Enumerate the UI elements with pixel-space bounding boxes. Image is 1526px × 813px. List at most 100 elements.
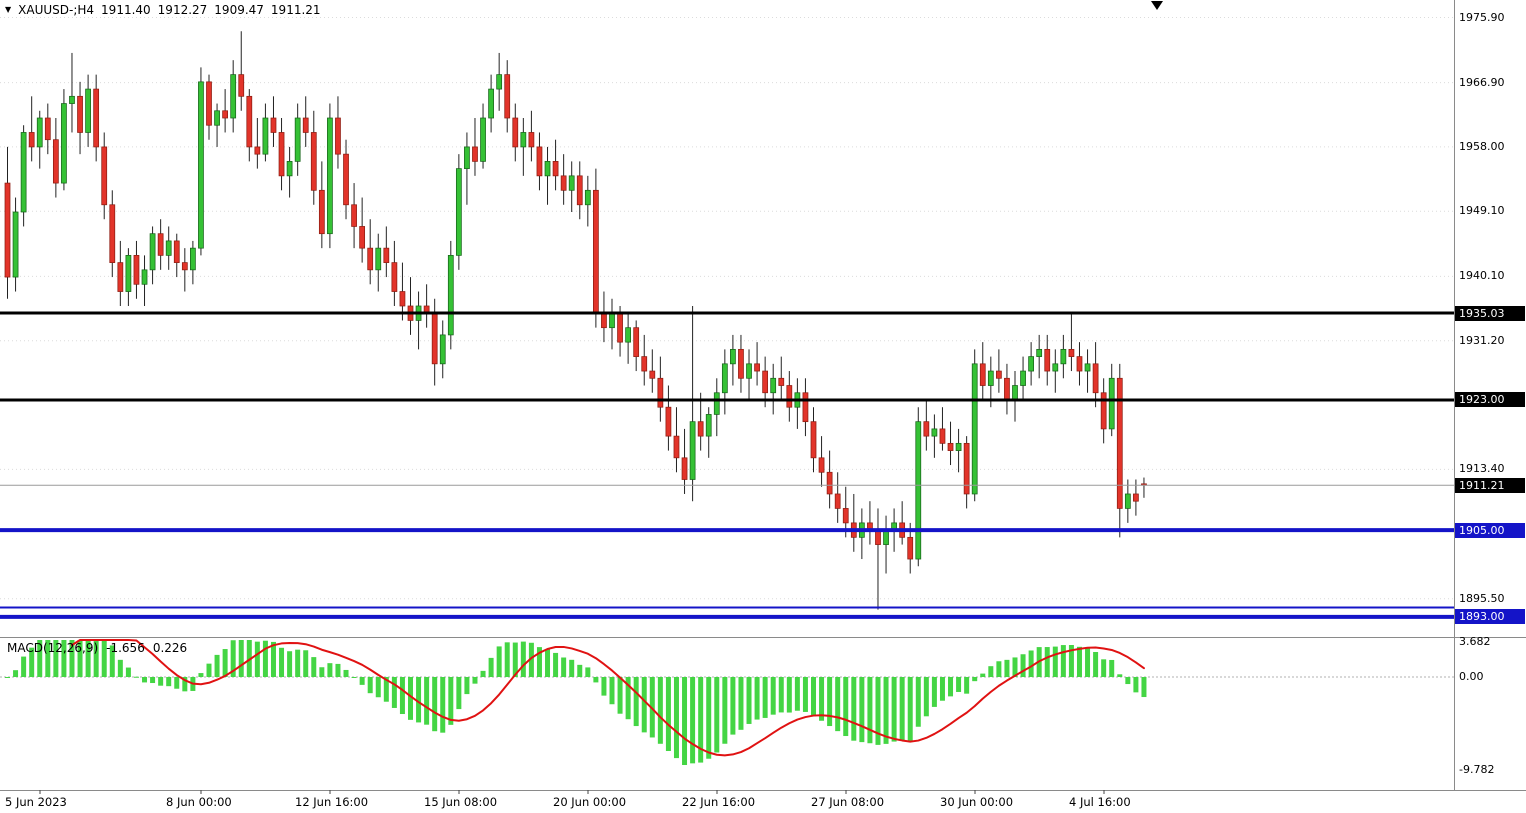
macd-indicator-label: MACD(12,26,9) -1.656 0.226 — [7, 641, 187, 655]
candle-body — [536, 146, 543, 177]
price-axis-label: 1975.90 — [1459, 10, 1505, 24]
candle-body — [802, 392, 809, 423]
candle-body — [77, 95, 83, 133]
candle-body — [1036, 348, 1043, 357]
candle-body — [1100, 392, 1107, 430]
macd-histogram-bar — [1101, 659, 1107, 677]
candle-body — [101, 146, 108, 206]
support-badge-1893: 1893.00 — [1455, 609, 1525, 625]
macd-histogram-bar — [673, 677, 679, 759]
macd-histogram-bar — [690, 677, 696, 764]
candle-body — [1020, 370, 1026, 386]
macd-histogram-bar — [907, 677, 913, 742]
candle-body — [778, 377, 785, 386]
macd-signal-value: 0.226 — [152, 641, 188, 655]
macd-histogram-bar — [891, 677, 897, 742]
candle-body — [762, 370, 769, 394]
time-axis-label: 30 Jun 00:00 — [940, 795, 1014, 809]
macd-histogram-bar — [488, 657, 494, 677]
candle-body — [85, 88, 91, 133]
macd-histogram-bar — [1028, 650, 1034, 677]
macd-histogram-bar — [448, 677, 454, 725]
candle-body — [721, 363, 728, 394]
macd-histogram-bar — [1109, 659, 1115, 677]
macd-histogram-bar — [682, 677, 688, 766]
macd-histogram-bar — [722, 677, 728, 744]
candle-body — [576, 175, 583, 206]
macd-histogram-bar — [1125, 677, 1131, 685]
candle-body — [69, 95, 75, 104]
macd-histogram-bar — [327, 663, 333, 677]
candle-body — [286, 161, 293, 177]
macd-histogram-bar — [335, 663, 341, 677]
macd-histogram-bar — [246, 640, 252, 677]
candle-body — [327, 117, 333, 235]
macd-histogram-bar — [279, 647, 285, 677]
macd-histogram-bar — [883, 677, 889, 744]
candle-body — [480, 117, 486, 162]
macd-histogram-bar — [424, 677, 430, 725]
macd-histogram-bar — [778, 677, 784, 713]
candle-body — [818, 457, 825, 473]
candle-body — [52, 139, 59, 184]
macd-histogram-bar — [383, 677, 389, 702]
candle-body — [238, 74, 245, 97]
candle-body — [109, 204, 116, 263]
macd-histogram-bar — [617, 677, 623, 714]
candle-body — [214, 110, 220, 126]
macd-histogram-bar — [601, 677, 607, 696]
macd-axis-label: 3.682 — [1459, 635, 1491, 649]
candle-body — [528, 132, 535, 148]
candle-body — [278, 132, 285, 177]
chart-shift-marker-icon[interactable] — [1151, 1, 1163, 10]
candle-body — [318, 189, 325, 235]
macd-histogram-bar — [843, 677, 849, 737]
macd-histogram-bar — [1012, 657, 1018, 677]
candle-body — [343, 153, 349, 206]
macd-histogram-bar — [464, 677, 470, 695]
candle-body — [375, 247, 382, 271]
candle-body — [834, 493, 841, 509]
macd-histogram-bar — [520, 641, 526, 677]
candle-body — [230, 74, 237, 119]
candle-body — [1108, 377, 1115, 430]
candle-body — [165, 240, 172, 256]
macd-histogram-bar — [948, 677, 954, 697]
candle-body — [609, 312, 615, 329]
candle-body — [246, 95, 253, 148]
macd-histogram-bar — [198, 673, 204, 677]
macd-histogram-bar — [1020, 654, 1026, 677]
time-axis-label: 15 Jun 08:00 — [424, 795, 498, 809]
macd-histogram-bar — [238, 640, 244, 677]
macd-histogram-bar — [182, 677, 188, 692]
macd-histogram-bar — [939, 677, 945, 701]
macd-histogram-bar — [1141, 677, 1147, 698]
symbol-dropdown-icon[interactable]: ▼ — [5, 5, 12, 14]
macd-histogram-bar — [262, 640, 268, 677]
macd-histogram-bar — [287, 651, 293, 677]
macd-histogram-bar — [399, 677, 405, 715]
candle-body — [665, 406, 672, 437]
low-value: 1909.47 — [214, 3, 264, 17]
candle-body — [359, 226, 366, 249]
candle-body — [649, 370, 656, 379]
candle-body — [157, 233, 164, 256]
candle-body — [190, 247, 196, 271]
macd-histogram-bar — [109, 645, 115, 677]
macd-histogram-bar — [375, 677, 381, 698]
macd-histogram-bar — [343, 669, 349, 677]
macd-histogram-bar — [819, 677, 825, 721]
macd-histogram-bar — [528, 642, 534, 677]
candle-body — [520, 132, 527, 148]
macd-histogram-bar — [786, 677, 792, 713]
candle-body — [488, 88, 494, 119]
candle-body — [907, 536, 914, 560]
candle-body — [560, 175, 567, 191]
candle-body — [1124, 493, 1131, 509]
macd-histogram-bar — [827, 677, 833, 727]
macd-histogram-bar — [980, 673, 986, 677]
macd-histogram-bar — [641, 677, 647, 733]
candle-body — [963, 442, 970, 495]
